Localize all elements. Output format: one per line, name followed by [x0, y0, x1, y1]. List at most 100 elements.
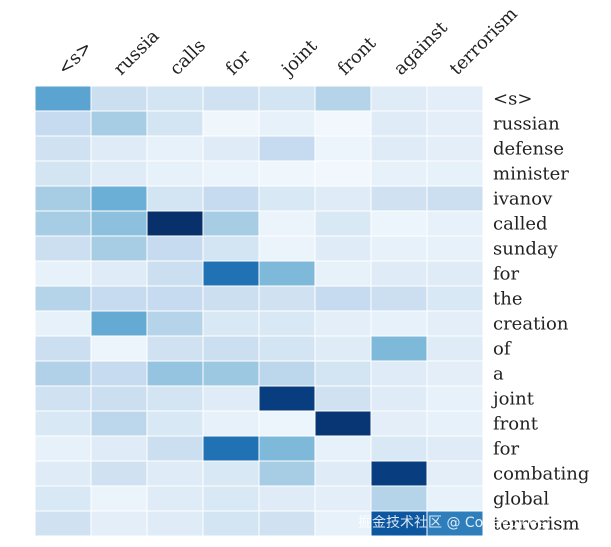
heatmap-cell-r9-c0: [34, 310, 92, 337]
heatmap-cell-r15-c5: [314, 460, 372, 487]
heatmap-cell-r0-c5: [314, 85, 372, 112]
heatmap-cell-r17-c2: [146, 510, 204, 537]
heatmap-cell-r14-c4: [258, 435, 316, 462]
heatmap-cell-r2-c2: [146, 135, 204, 162]
heatmap-cell-r5-c2: [146, 210, 204, 237]
heatmap-cell-r9-c2: [146, 310, 204, 337]
heatmap-cell-r4-c0: [34, 185, 92, 212]
heatmap-cell-r5-c5: [314, 210, 372, 237]
heatmap-cell-r5-c0: [34, 210, 92, 237]
y-tick-label: called: [493, 214, 548, 235]
heatmap-cell-r16-c4: [258, 485, 316, 512]
heatmap-cell-r11-c2: [146, 360, 204, 387]
x-tick-label: calls: [166, 35, 210, 79]
heatmap-cell-r12-c3: [202, 385, 260, 412]
heatmap-cell-r5-c1: [90, 210, 148, 237]
heatmap-cell-r15-c1: [90, 460, 148, 487]
heatmap-cell-r0-c2: [146, 85, 204, 112]
heatmap-cell-r14-c0: [34, 435, 92, 462]
heatmap-cell-r8-c6: [370, 285, 428, 312]
heatmap-cell-r7-c6: [370, 260, 428, 287]
heatmap-cell-r15-c7: [426, 460, 484, 487]
heatmap-cell-r16-c1: [90, 485, 148, 512]
heatmap-cell-r3-c0: [34, 160, 92, 187]
heatmap-cell-r3-c6: [370, 160, 428, 187]
heatmap-cell-r1-c6: [370, 110, 428, 137]
y-tick-label: creation: [493, 314, 569, 335]
heatmap-cell-r2-c5: [314, 135, 372, 162]
y-tick-label: sunday: [493, 239, 559, 260]
heatmap-cell-r5-c6: [370, 210, 428, 237]
heatmap-cell-r4-c1: [90, 185, 148, 212]
heatmap-cell-r14-c7: [426, 435, 484, 462]
heatmap-cell-r3-c7: [426, 160, 484, 187]
heatmap-cell-r2-c1: [90, 135, 148, 162]
heatmap-cell-r6-c2: [146, 235, 204, 262]
heatmap-cell-r13-c1: [90, 410, 148, 437]
heatmap-cell-r1-c0: [34, 110, 92, 137]
heatmap-cell-r1-c2: [146, 110, 204, 137]
heatmap-cell-r14-c1: [90, 435, 148, 462]
heatmap-cell-r12-c6: [370, 385, 428, 412]
heatmap-cell-r9-c3: [202, 310, 260, 337]
heatmap-cell-r0-c6: [370, 85, 428, 112]
heatmap-cell-r13-c3: [202, 410, 260, 437]
watermark-text: 掘金技术社区 @ Codevoices: [358, 515, 545, 531]
heatmap-cell-r12-c0: [34, 385, 92, 412]
heatmap-cell-r10-c4: [258, 335, 316, 362]
x-tick-label: for: [222, 46, 256, 80]
heatmap-cell-r9-c4: [258, 310, 316, 337]
heatmap-cell-r10-c6: [370, 335, 428, 362]
heatmap-cell-r7-c2: [146, 260, 204, 287]
heatmap-cell-r6-c4: [258, 235, 316, 262]
heatmap-cell-r16-c2: [146, 485, 204, 512]
heatmap-cell-r10-c5: [314, 335, 372, 362]
y-tick-label: combating: [493, 464, 589, 485]
heatmap-cell-r0-c7: [426, 85, 484, 112]
heatmap-cell-r13-c6: [370, 410, 428, 437]
heatmap-cell-r10-c1: [90, 335, 148, 362]
heatmap-cell-r16-c3: [202, 485, 260, 512]
heatmap-cell-r16-c7: [426, 485, 484, 512]
heatmap-cell-r9-c6: [370, 310, 428, 337]
heatmap-cell-r11-c6: [370, 360, 428, 387]
heatmap-cell-r4-c2: [146, 185, 204, 212]
heatmap-cell-r0-c3: [202, 85, 260, 112]
y-tick-label: <s>: [493, 89, 532, 110]
heatmap-cell-r3-c1: [90, 160, 148, 187]
heatmap-cell-r3-c3: [202, 160, 260, 187]
heatmap-cell-r15-c0: [34, 460, 92, 487]
heatmap-cell-r17-c3: [202, 510, 260, 537]
heatmap-cell-r7-c3: [202, 260, 260, 287]
heatmap-cell-r17-c4: [258, 510, 316, 537]
x-tick-label: <s>: [54, 37, 97, 80]
heatmap-cell-r8-c3: [202, 285, 260, 312]
heatmap-cell-r12-c7: [426, 385, 484, 412]
heatmap-cell-r4-c4: [258, 185, 316, 212]
heatmap-cell-r13-c2: [146, 410, 204, 437]
heatmap-cell-r14-c3: [202, 435, 260, 462]
heatmap-cell-r6-c3: [202, 235, 260, 262]
heatmap-cell-r6-c6: [370, 235, 428, 262]
heatmap-cell-r2-c7: [426, 135, 484, 162]
heatmap-cell-r12-c2: [146, 385, 204, 412]
heatmap-cell-r4-c3: [202, 185, 260, 212]
heatmap-cell-r11-c3: [202, 360, 260, 387]
heatmap-cell-r6-c1: [90, 235, 148, 262]
heatmap-cell-r17-c6: [370, 510, 428, 537]
heatmap-cell-r8-c7: [426, 285, 484, 312]
heatmap-cell-r11-c1: [90, 360, 148, 387]
heatmap-cell-r11-c5: [314, 360, 372, 387]
heatmap-cell-r8-c4: [258, 285, 316, 312]
heatmap-cell-r7-c4: [258, 260, 316, 287]
heatmap-cell-r5-c4: [258, 210, 316, 237]
heatmap-cell-r17-c5: [314, 510, 372, 537]
heatmap-cell-r13-c4: [258, 410, 316, 437]
x-tick-label: front: [334, 32, 381, 79]
x-tick-label: joint: [276, 35, 322, 81]
heatmap-cell-r0-c1: [90, 85, 148, 112]
heatmap-cell-r6-c0: [34, 235, 92, 262]
heatmap-cell-r2-c3: [202, 135, 260, 162]
heatmap-cell-r12-c5: [314, 385, 372, 412]
